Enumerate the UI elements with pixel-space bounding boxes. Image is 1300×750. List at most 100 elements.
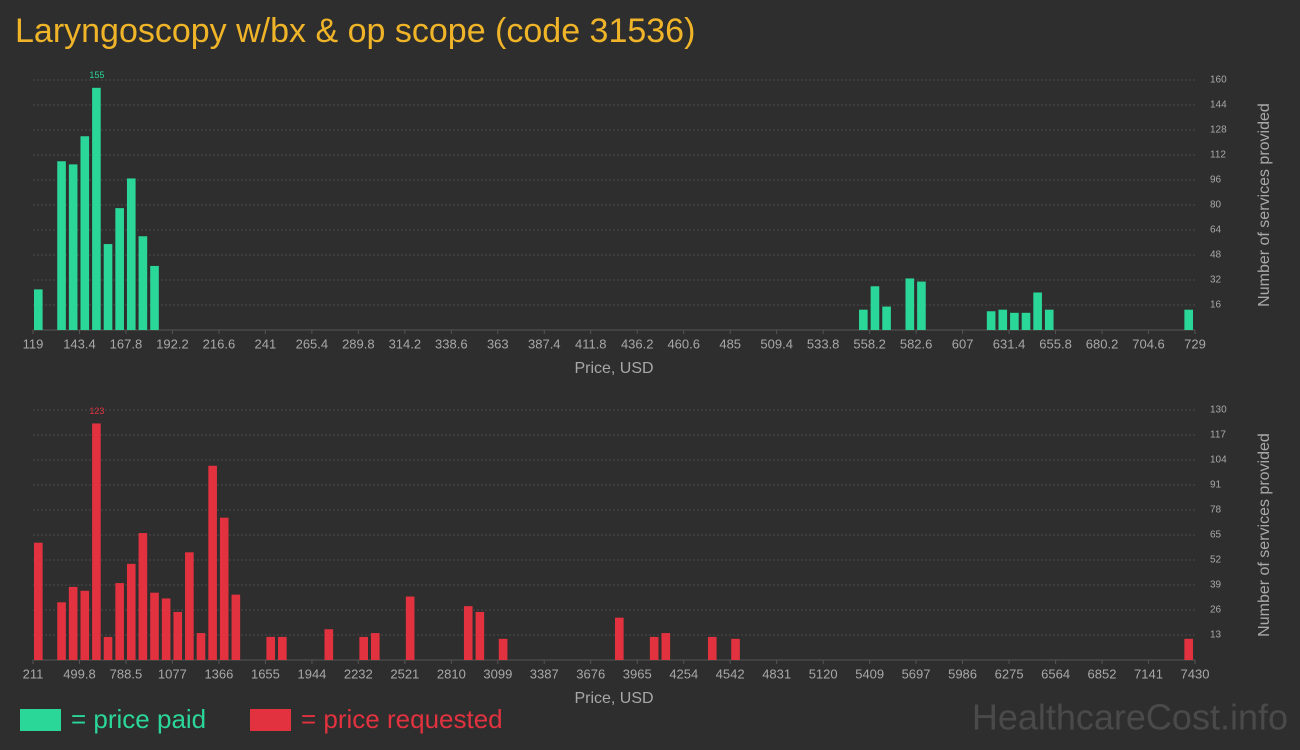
x-tick-label: 3676 [576,666,605,681]
x-tick-label: 7430 [1181,666,1210,681]
bar [208,465,217,660]
x-tick-label: 211 [23,666,44,681]
x-tick-label: 387.4 [528,336,561,351]
bar [173,611,183,660]
x-tick-label: 582.6 [900,336,933,351]
bar [463,606,473,660]
bar [615,617,624,660]
x-tick-label: 6275 [995,666,1024,681]
bar [1033,292,1042,330]
x-tick-label: 3965 [623,666,652,681]
x-tick-label: 509.4 [760,336,793,351]
x-tick-label: 7141 [1134,666,1163,681]
chart-panel: 13 26 39 52 65 78 91 104 117 130 211 499.8 788.5 1077… [23,405,1274,708]
bar [998,309,1008,330]
bar [161,598,171,660]
bar [1021,312,1031,330]
x-tick-label: 607 [952,336,974,351]
x-tick-label: 338.6 [435,336,468,351]
bar [278,636,287,660]
bar [150,265,159,330]
y-tick-label: 39 [1210,580,1222,591]
y-axis-label: Number of services provided [1256,433,1273,637]
bar [1184,638,1193,660]
x-tick-label: 265.4 [296,336,329,351]
bar [231,594,241,660]
x-tick-label: 436.2 [621,336,654,351]
y-tick-label: 160 [1210,75,1227,86]
x-tick-label: 143.4 [63,336,96,351]
x-tick-label: 680.2 [1086,336,1119,351]
y-tick-label: 104 [1210,455,1227,466]
x-tick-label: 5409 [855,666,884,681]
y-tick-label: 78 [1210,505,1222,516]
x-tick-label: 788.5 [110,666,143,681]
bar [138,236,148,330]
x-tick-label: 5120 [809,666,838,681]
y-tick-label: 130 [1210,405,1227,416]
y-tick-label: 91 [1210,480,1222,491]
bar [475,611,485,660]
bar [1184,309,1193,330]
y-tick-label: 48 [1210,250,1222,261]
bar [219,517,229,660]
bar [92,87,101,330]
bar [370,633,380,660]
x-tick-label: 655.8 [1039,336,1072,351]
bar [115,583,124,660]
bar [34,289,43,330]
bar [68,586,78,660]
bar [870,286,880,330]
y-tick-label: 52 [1210,555,1222,566]
x-tick-label: 3099 [483,666,512,681]
bar [57,161,66,330]
bar [80,136,90,330]
x-axis-label: Price, USD [574,690,653,707]
bar [138,533,148,660]
x-tick-label: 3387 [530,666,559,681]
bar [115,208,124,330]
x-tick-label: 5986 [948,666,977,681]
bar [859,309,868,330]
bar [80,590,90,660]
x-tick-label: 192.2 [156,336,189,351]
x-tick-label: 167.8 [110,336,143,351]
x-tick-label: 704.6 [1132,336,1165,351]
bar [917,281,926,330]
x-tick-label: 241 [255,336,277,351]
y-tick-label: 112 [1210,150,1226,161]
legend-swatch [250,709,291,731]
x-tick-label: 2521 [390,666,419,681]
x-tick-label: 6852 [1088,666,1117,681]
x-tick-label: 1077 [158,666,187,681]
chart-panel: 16 32 48 64 80 96 112 128 144 160 119 143.4 167.8 192… [23,70,1274,377]
y-tick-label: 13 [1210,630,1222,641]
x-tick-label: 460.6 [667,336,700,351]
bar [57,602,66,660]
bar [126,178,136,330]
x-tick-label: 485 [719,336,741,351]
x-tick-label: 558.2 [853,336,886,351]
bar [882,306,891,330]
bar [324,629,334,660]
x-tick-label: 1366 [204,666,233,681]
x-tick-label: 4542 [716,666,745,681]
x-tick-label: 6564 [1041,666,1070,681]
bar [359,636,368,660]
bar [1044,309,1054,330]
x-tick-label: 216.6 [203,336,236,351]
bar [126,563,136,660]
y-tick-label: 26 [1210,605,1222,616]
x-tick-label: 533.8 [807,336,840,351]
legend-label: = price requested [301,704,503,734]
bar [405,596,415,660]
x-tick-label: 119 [23,336,44,351]
bar [649,636,659,660]
bar [731,638,740,660]
legend-swatch [20,709,61,731]
legend-label: = price paid [71,704,206,734]
bar [150,592,159,660]
watermark: HealthcareCost.info [972,697,1288,738]
bar [707,636,717,660]
